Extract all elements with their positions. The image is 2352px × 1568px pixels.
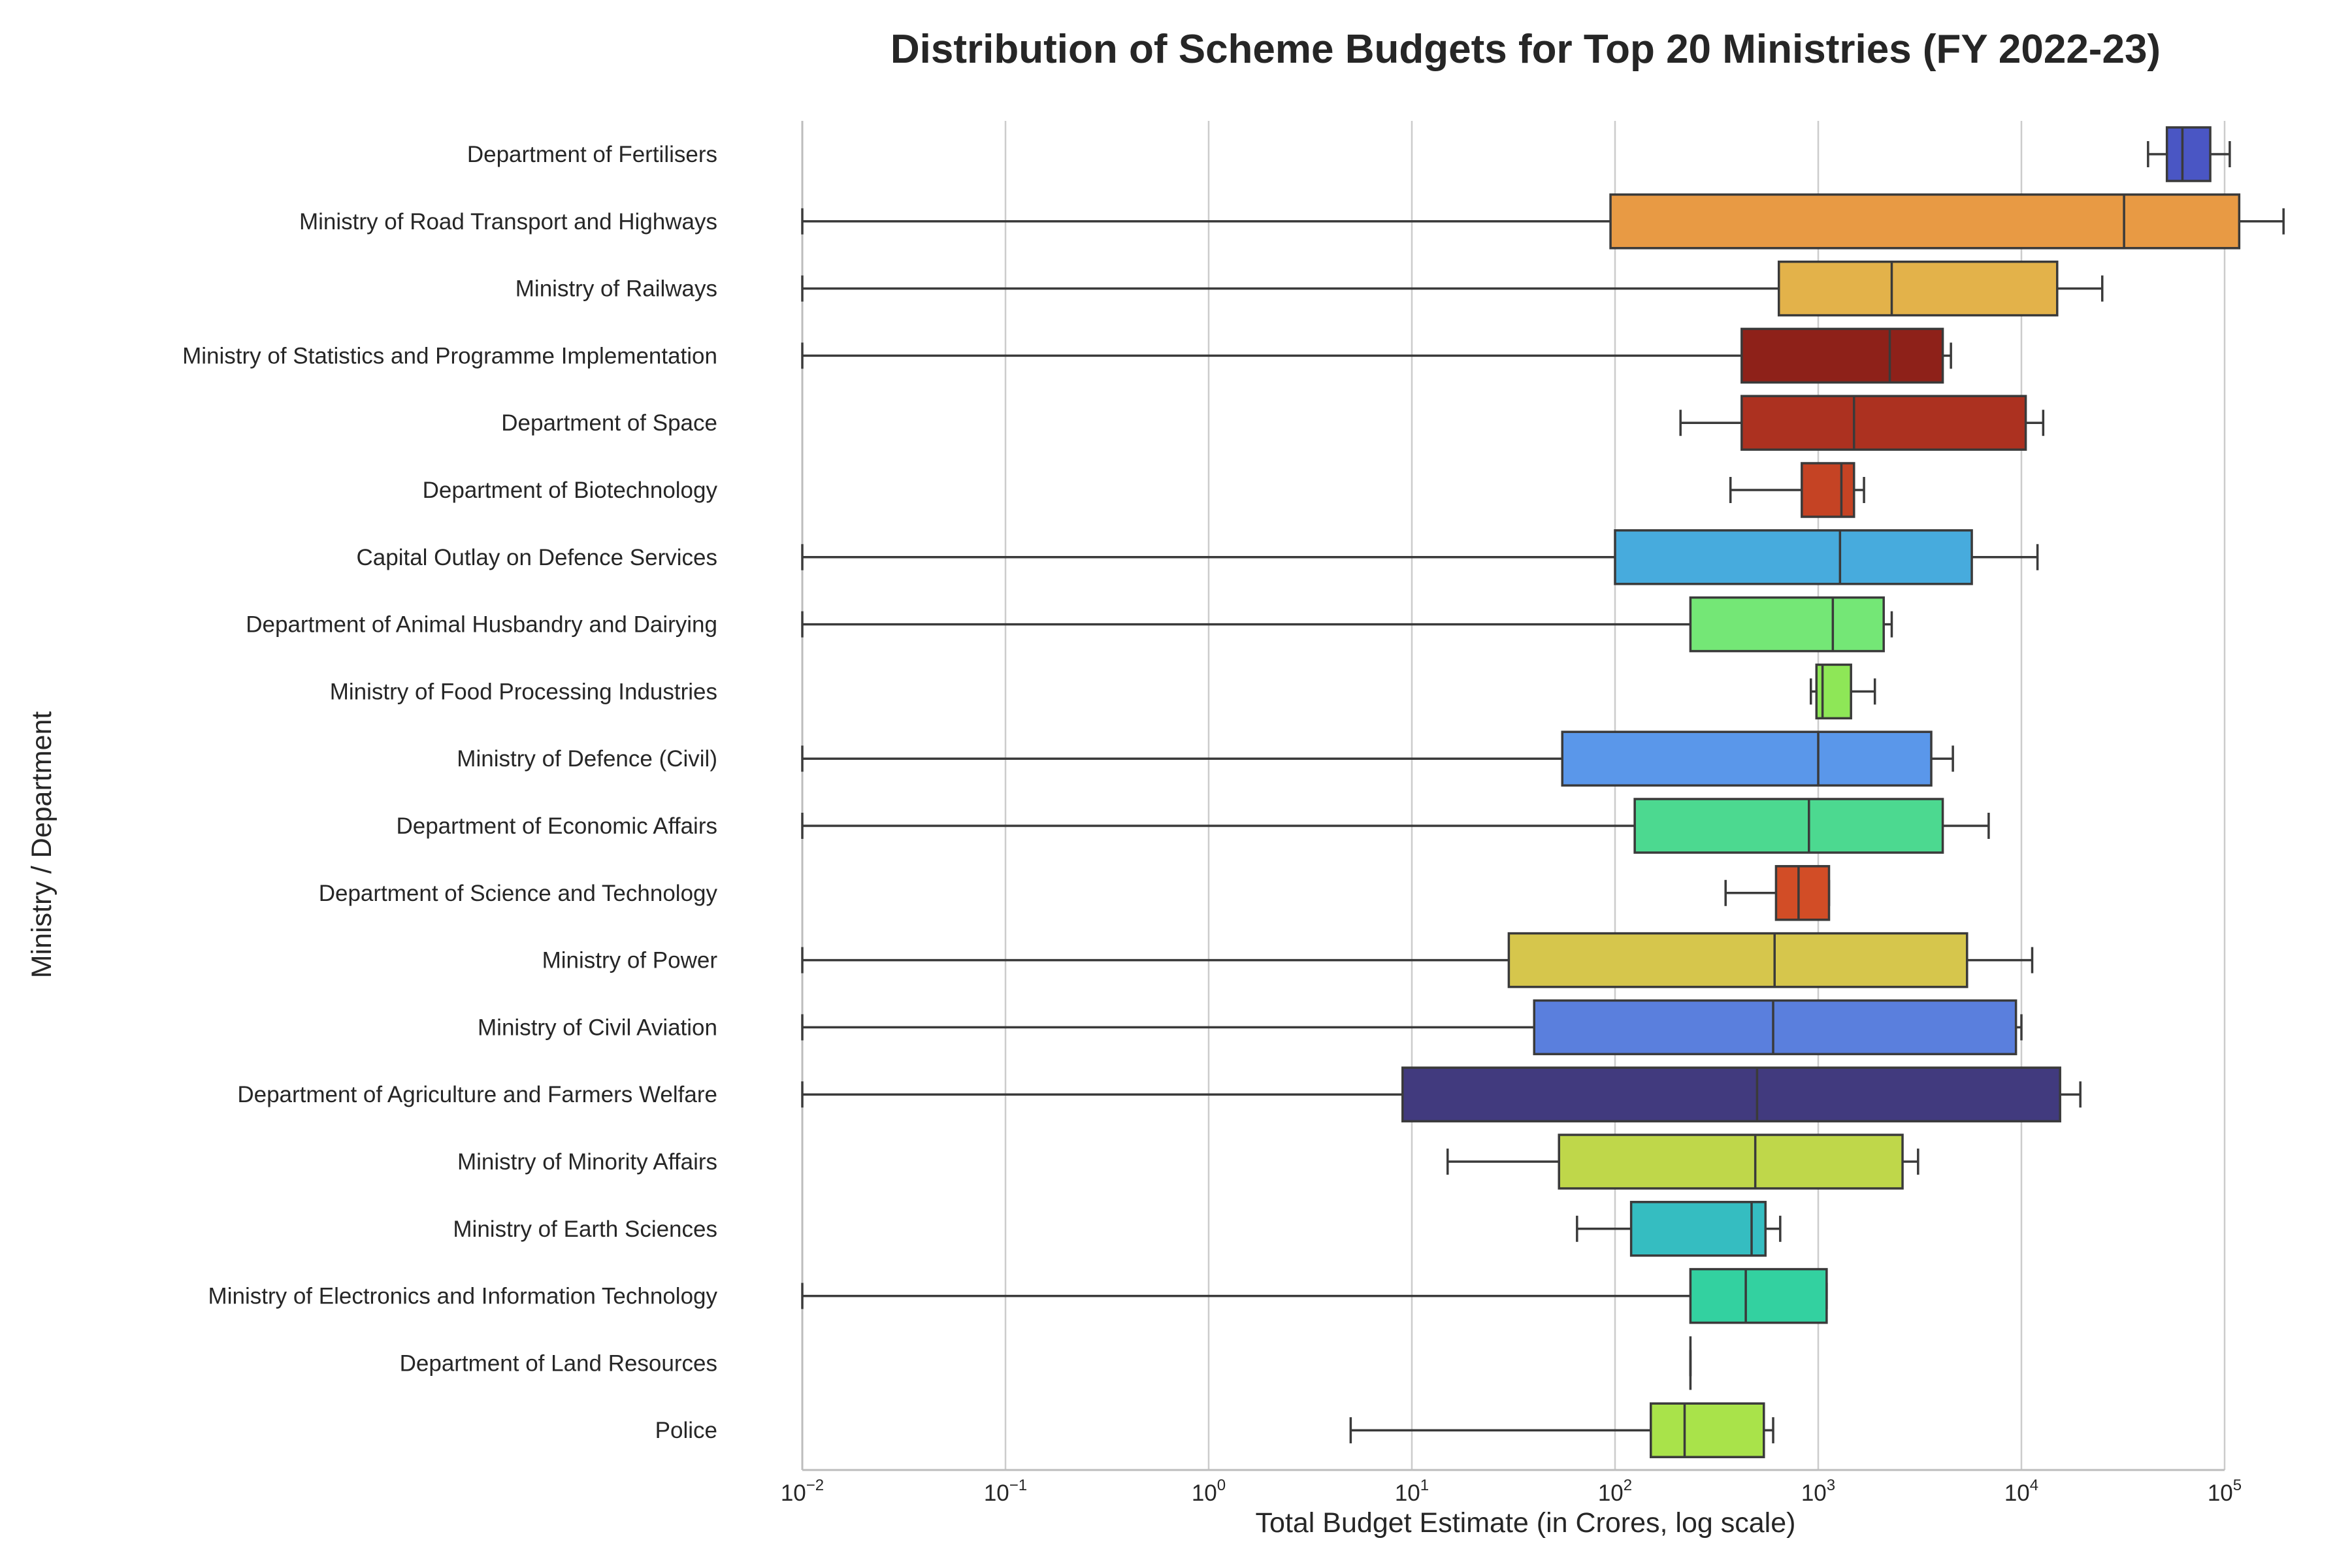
iqr-box [1740,327,1944,384]
category-label: Department of Biotechnology [423,478,718,503]
category-label: Department of Land Resources [400,1350,717,1376]
box-10 [801,730,1954,787]
box-6 [1729,462,1865,518]
box-3 [801,260,2104,317]
box-14 [801,999,2023,1056]
category-label: Ministry of Railways [515,276,717,302]
category-label: Department of Fertilisers [467,142,717,167]
category-label: Department of Agriculture and Farmers We… [237,1082,717,1107]
box-8 [801,596,1893,653]
iqr-box [1801,462,1855,518]
category-label: Capital Outlay on Defence Services [357,545,718,570]
chart-title: Distribution of Scheme Budgets for Top 2… [890,27,2161,72]
iqr-box [1561,730,1933,787]
box-12 [1724,865,1831,921]
x-tick-label: 10−1 [984,1477,1027,1506]
box-15 [801,1066,2082,1122]
iqr-box [1650,1402,1765,1458]
iqr-box [1629,1201,1767,1257]
box-17 [1576,1201,1782,1257]
axis-spines [801,121,2225,1471]
iqr-box [1777,260,2059,317]
category-label: Ministry of Road Transport and Highways [299,209,717,235]
iqr-box [1633,798,1944,854]
grid-layer [801,121,2226,1470]
category-label: Ministry of Statistics and Programme Imp… [182,343,717,368]
box-11 [801,798,1990,854]
category-label: Department of Animal Husbandry and Dairy… [246,612,717,638]
box-18 [801,1267,1828,1324]
category-label: Department of Economic Affairs [396,813,717,839]
box-2 [801,193,2285,250]
iqr-box [1558,1134,1904,1190]
x-axis-label: Total Budget Estimate (in Crores, log sc… [1256,1507,1796,1539]
iqr-box [1740,395,2027,451]
x-tick-label: 105 [2208,1477,2242,1506]
category-label: Ministry of Food Processing Industries [330,679,717,704]
box-16 [1446,1134,1919,1190]
box-7 [801,529,2039,585]
iqr-box [1614,529,1973,585]
iqr-box [2165,126,2212,182]
box-13 [801,932,2034,988]
iqr-box [1689,596,1885,653]
category-label: Ministry of Power [542,948,718,973]
box-layer [801,126,2285,1458]
iqr-box [1507,932,1968,988]
category-label: Ministry of Defence (Civil) [457,746,717,772]
category-label: Department of Space [501,410,717,436]
category-label: Ministry of Earth Sciences [453,1217,717,1242]
category-label: Ministry of Electronics and Information … [208,1284,718,1309]
box-4 [801,327,1952,384]
box-20 [1349,1402,1774,1458]
x-tick-labels: 10−2 10−1 100 101 102 103 104 105 [781,1477,2242,1506]
iqr-box [1609,193,2241,250]
x-tick-label: 101 [1395,1477,1429,1506]
iqr-box [1774,865,1831,921]
category-label: Police [655,1418,717,1443]
box-1 [2147,126,2231,182]
iqr-box [1533,999,2017,1056]
x-tick-label: 104 [2004,1477,2038,1506]
category-label: Department of Science and Technology [319,881,718,906]
x-tick-label: 10−2 [781,1477,824,1506]
iqr-box [1401,1066,2061,1122]
x-tick-label: 102 [1598,1477,1632,1506]
y-axis-label: Ministry / Department [26,711,57,979]
box-9 [1809,663,1876,720]
category-label: Ministry of Civil Aviation [478,1015,717,1040]
x-tick-label: 103 [1801,1477,1835,1506]
iqr-box [1689,1267,1828,1324]
category-label: Ministry of Minority Affairs [457,1149,717,1175]
box-5 [1679,395,2045,451]
category-labels: Department of Fertilisers Ministry of Roa… [182,142,717,1443]
x-tick-label: 100 [1192,1477,1226,1506]
